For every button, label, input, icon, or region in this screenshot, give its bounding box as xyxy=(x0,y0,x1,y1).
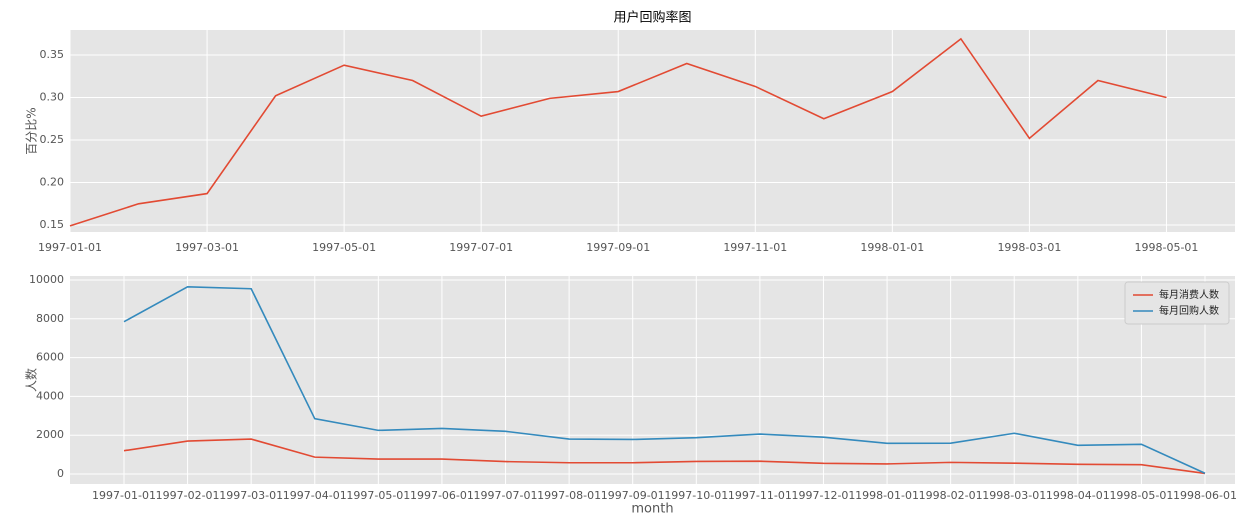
y-tick-label: 0 xyxy=(57,467,64,480)
x-tick-label: 1997-09-01 xyxy=(586,241,650,254)
x-tick-label: 1997-08-01 xyxy=(537,489,601,502)
y-tick-label: 2000 xyxy=(36,428,64,441)
y-tick-label: 10000 xyxy=(29,273,64,286)
y-tick-label: 0.30 xyxy=(40,91,65,104)
legend-label: 每月消费人数 xyxy=(1159,288,1219,301)
x-tick-label: 1998-06-01 xyxy=(1173,489,1237,502)
y-tick-label: 0.15 xyxy=(40,218,65,231)
x-tick-label: 1997-03-01 xyxy=(175,241,239,254)
x-tick-label: 1997-01-01 xyxy=(92,489,156,502)
chart-title: 用户回购率图 xyxy=(613,10,691,26)
plot-area xyxy=(70,30,1235,232)
x-tick-label: 1997-07-01 xyxy=(474,489,538,502)
x-tick-label: 1997-02-01 xyxy=(156,489,220,502)
y-tick-label: 6000 xyxy=(36,351,64,364)
line xyxy=(123,438,1206,475)
y-tick-label: 8000 xyxy=(36,312,64,325)
x-tick-label: 1998-05-01 xyxy=(1135,241,1199,254)
x-tick-label: 1997-04-01 xyxy=(283,489,347,502)
line xyxy=(123,285,1206,474)
x-tick-label: 1997-06-01 xyxy=(410,489,474,502)
x-tick-label: 1998-01-01 xyxy=(855,489,919,502)
x-tick-label: 1997-10-01 xyxy=(664,489,728,502)
x-tick-label: 1997-11-01 xyxy=(723,241,787,254)
x-tick-label: 1998-03-01 xyxy=(982,489,1046,502)
y-tick-label: 0.25 xyxy=(40,133,65,146)
x-tick-label: 1997-11-01 xyxy=(728,489,792,502)
x-tick-label: 1997-03-01 xyxy=(219,489,283,502)
y-tick-label: 0.35 xyxy=(40,48,65,61)
x-axis-label: month xyxy=(631,502,673,515)
x-tick-label: 1997-05-01 xyxy=(312,241,376,254)
x-tick-label: 1997-12-01 xyxy=(792,489,856,502)
plot-area xyxy=(70,276,1235,484)
x-tick-label: 1998-03-01 xyxy=(997,241,1061,254)
legend-label: 每月回购人数 xyxy=(1159,304,1219,317)
x-tick-label: 1997-01-01 xyxy=(38,241,102,254)
y-axis-label: 人数 xyxy=(24,368,39,392)
legend-box xyxy=(1124,281,1230,325)
x-tick-label: 1998-02-01 xyxy=(919,489,983,502)
x-tick-label: 1997-05-01 xyxy=(346,489,410,502)
x-tick-label: 1998-05-01 xyxy=(1109,489,1173,502)
y-tick-label: 0.20 xyxy=(40,176,65,189)
y-tick-label: 4000 xyxy=(36,389,64,402)
x-tick-label: 1997-09-01 xyxy=(601,489,665,502)
line xyxy=(69,37,1167,227)
x-tick-label: 1997-07-01 xyxy=(449,241,513,254)
x-tick-label: 1998-04-01 xyxy=(1046,489,1110,502)
x-tick-label: 1998-01-01 xyxy=(860,241,924,254)
y-axis-label: 百分比% xyxy=(25,107,39,154)
